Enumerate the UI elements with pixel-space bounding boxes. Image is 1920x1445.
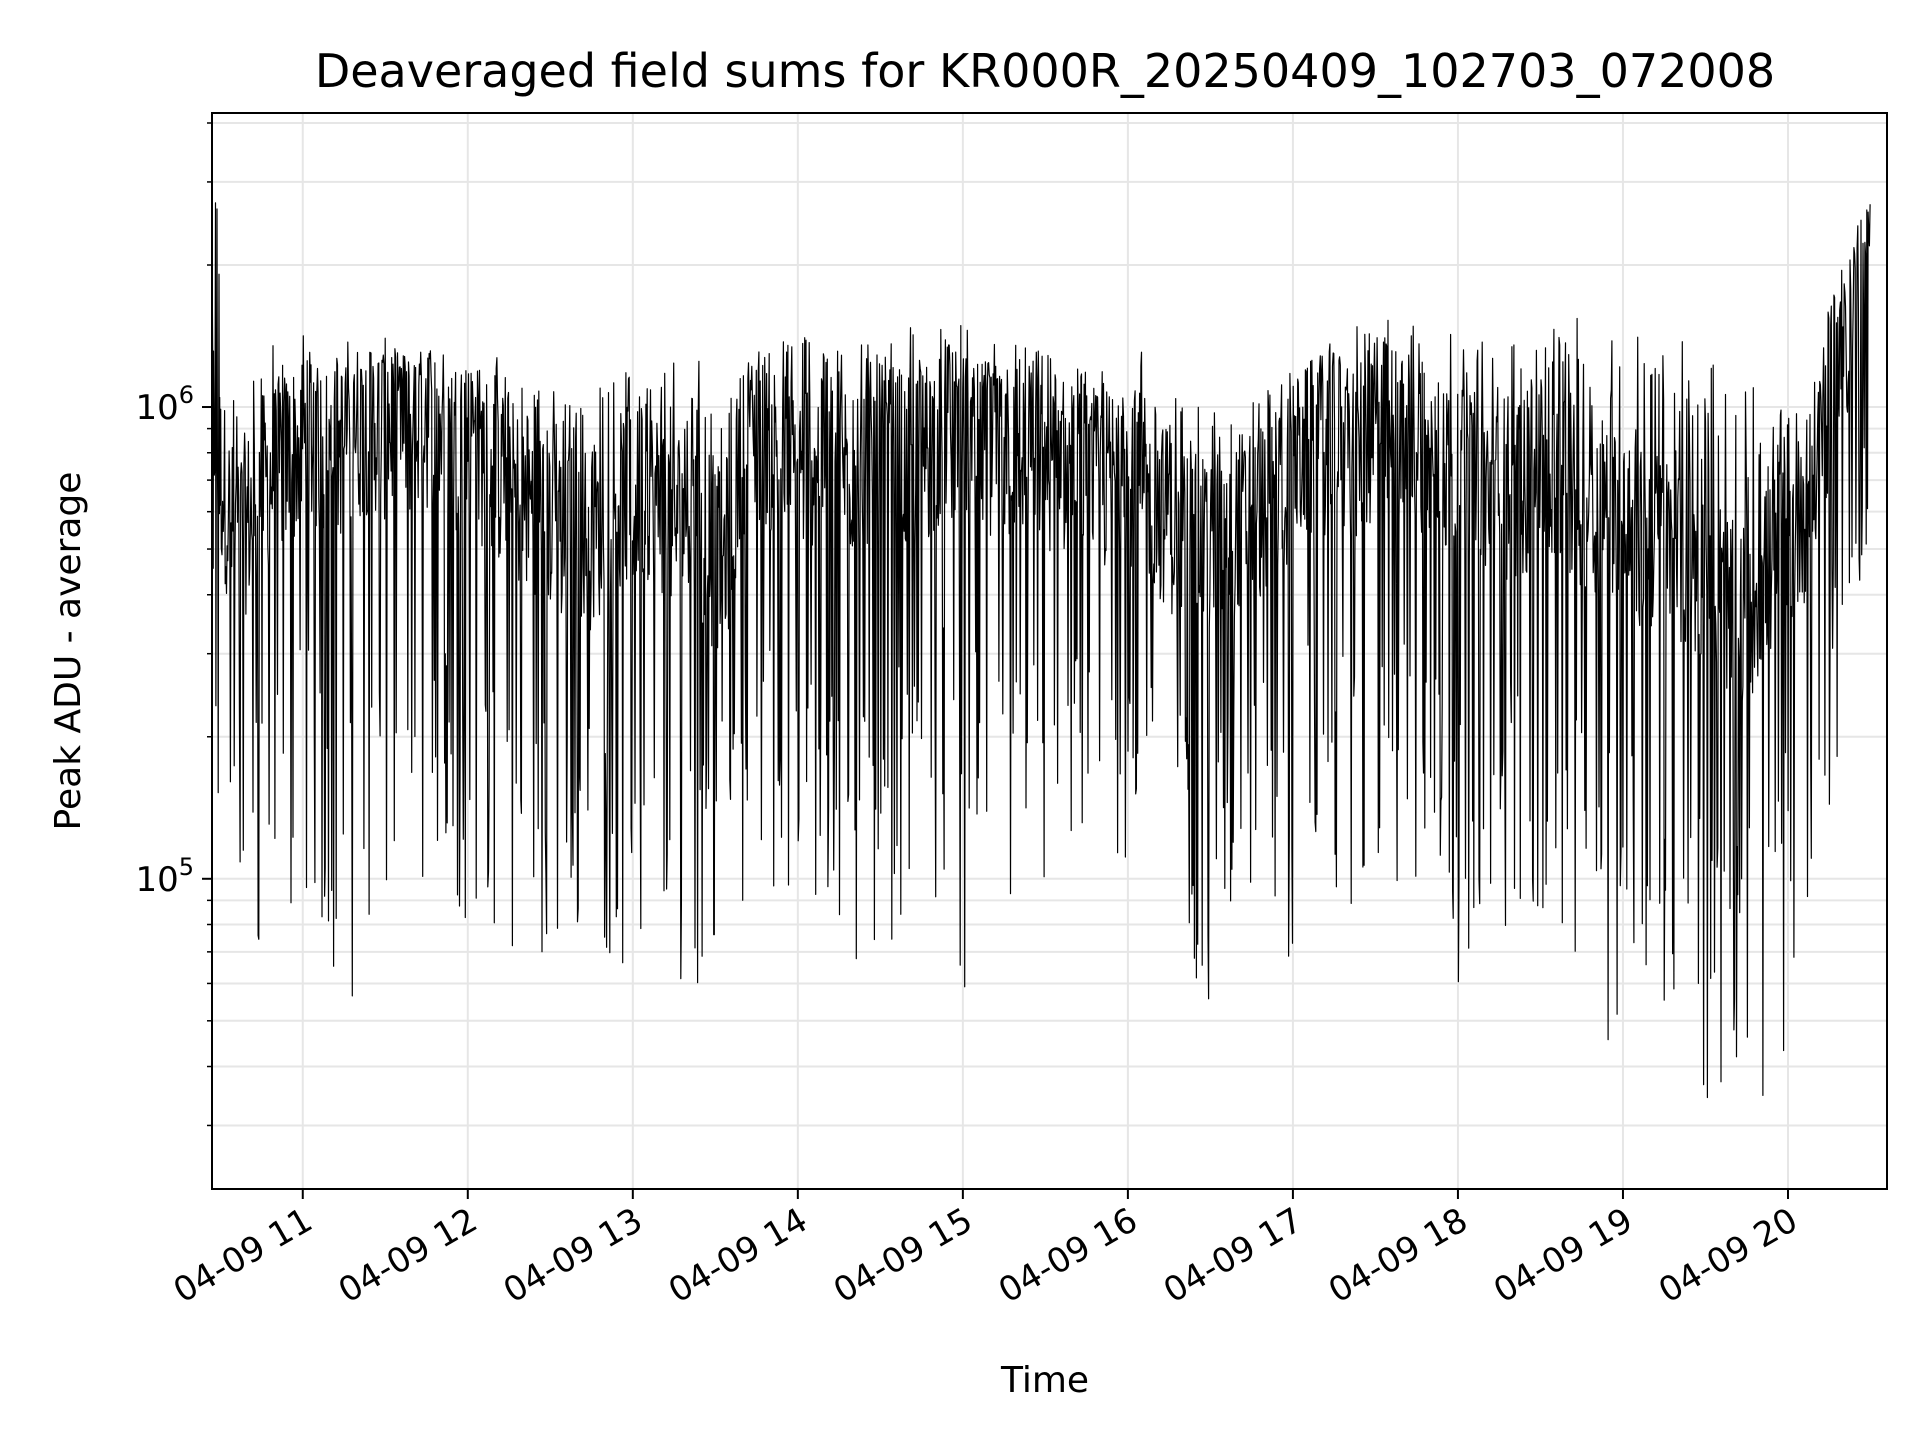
y-axis-label: Peak ADU - average bbox=[48, 472, 89, 831]
plot-area-frame bbox=[211, 112, 1888, 1190]
series-line bbox=[212, 202, 1871, 1099]
x-axis-label: Time bbox=[1000, 1360, 1089, 1401]
series-layer bbox=[212, 202, 1871, 1099]
y-tick-label: 106 bbox=[135, 381, 194, 428]
y-axis-ticks: 105 106 bbox=[135, 122, 212, 1127]
chart-title: Deaveraged field sums for KR000R_2025040… bbox=[315, 44, 1775, 98]
y-tick-label: 105 bbox=[135, 853, 194, 900]
